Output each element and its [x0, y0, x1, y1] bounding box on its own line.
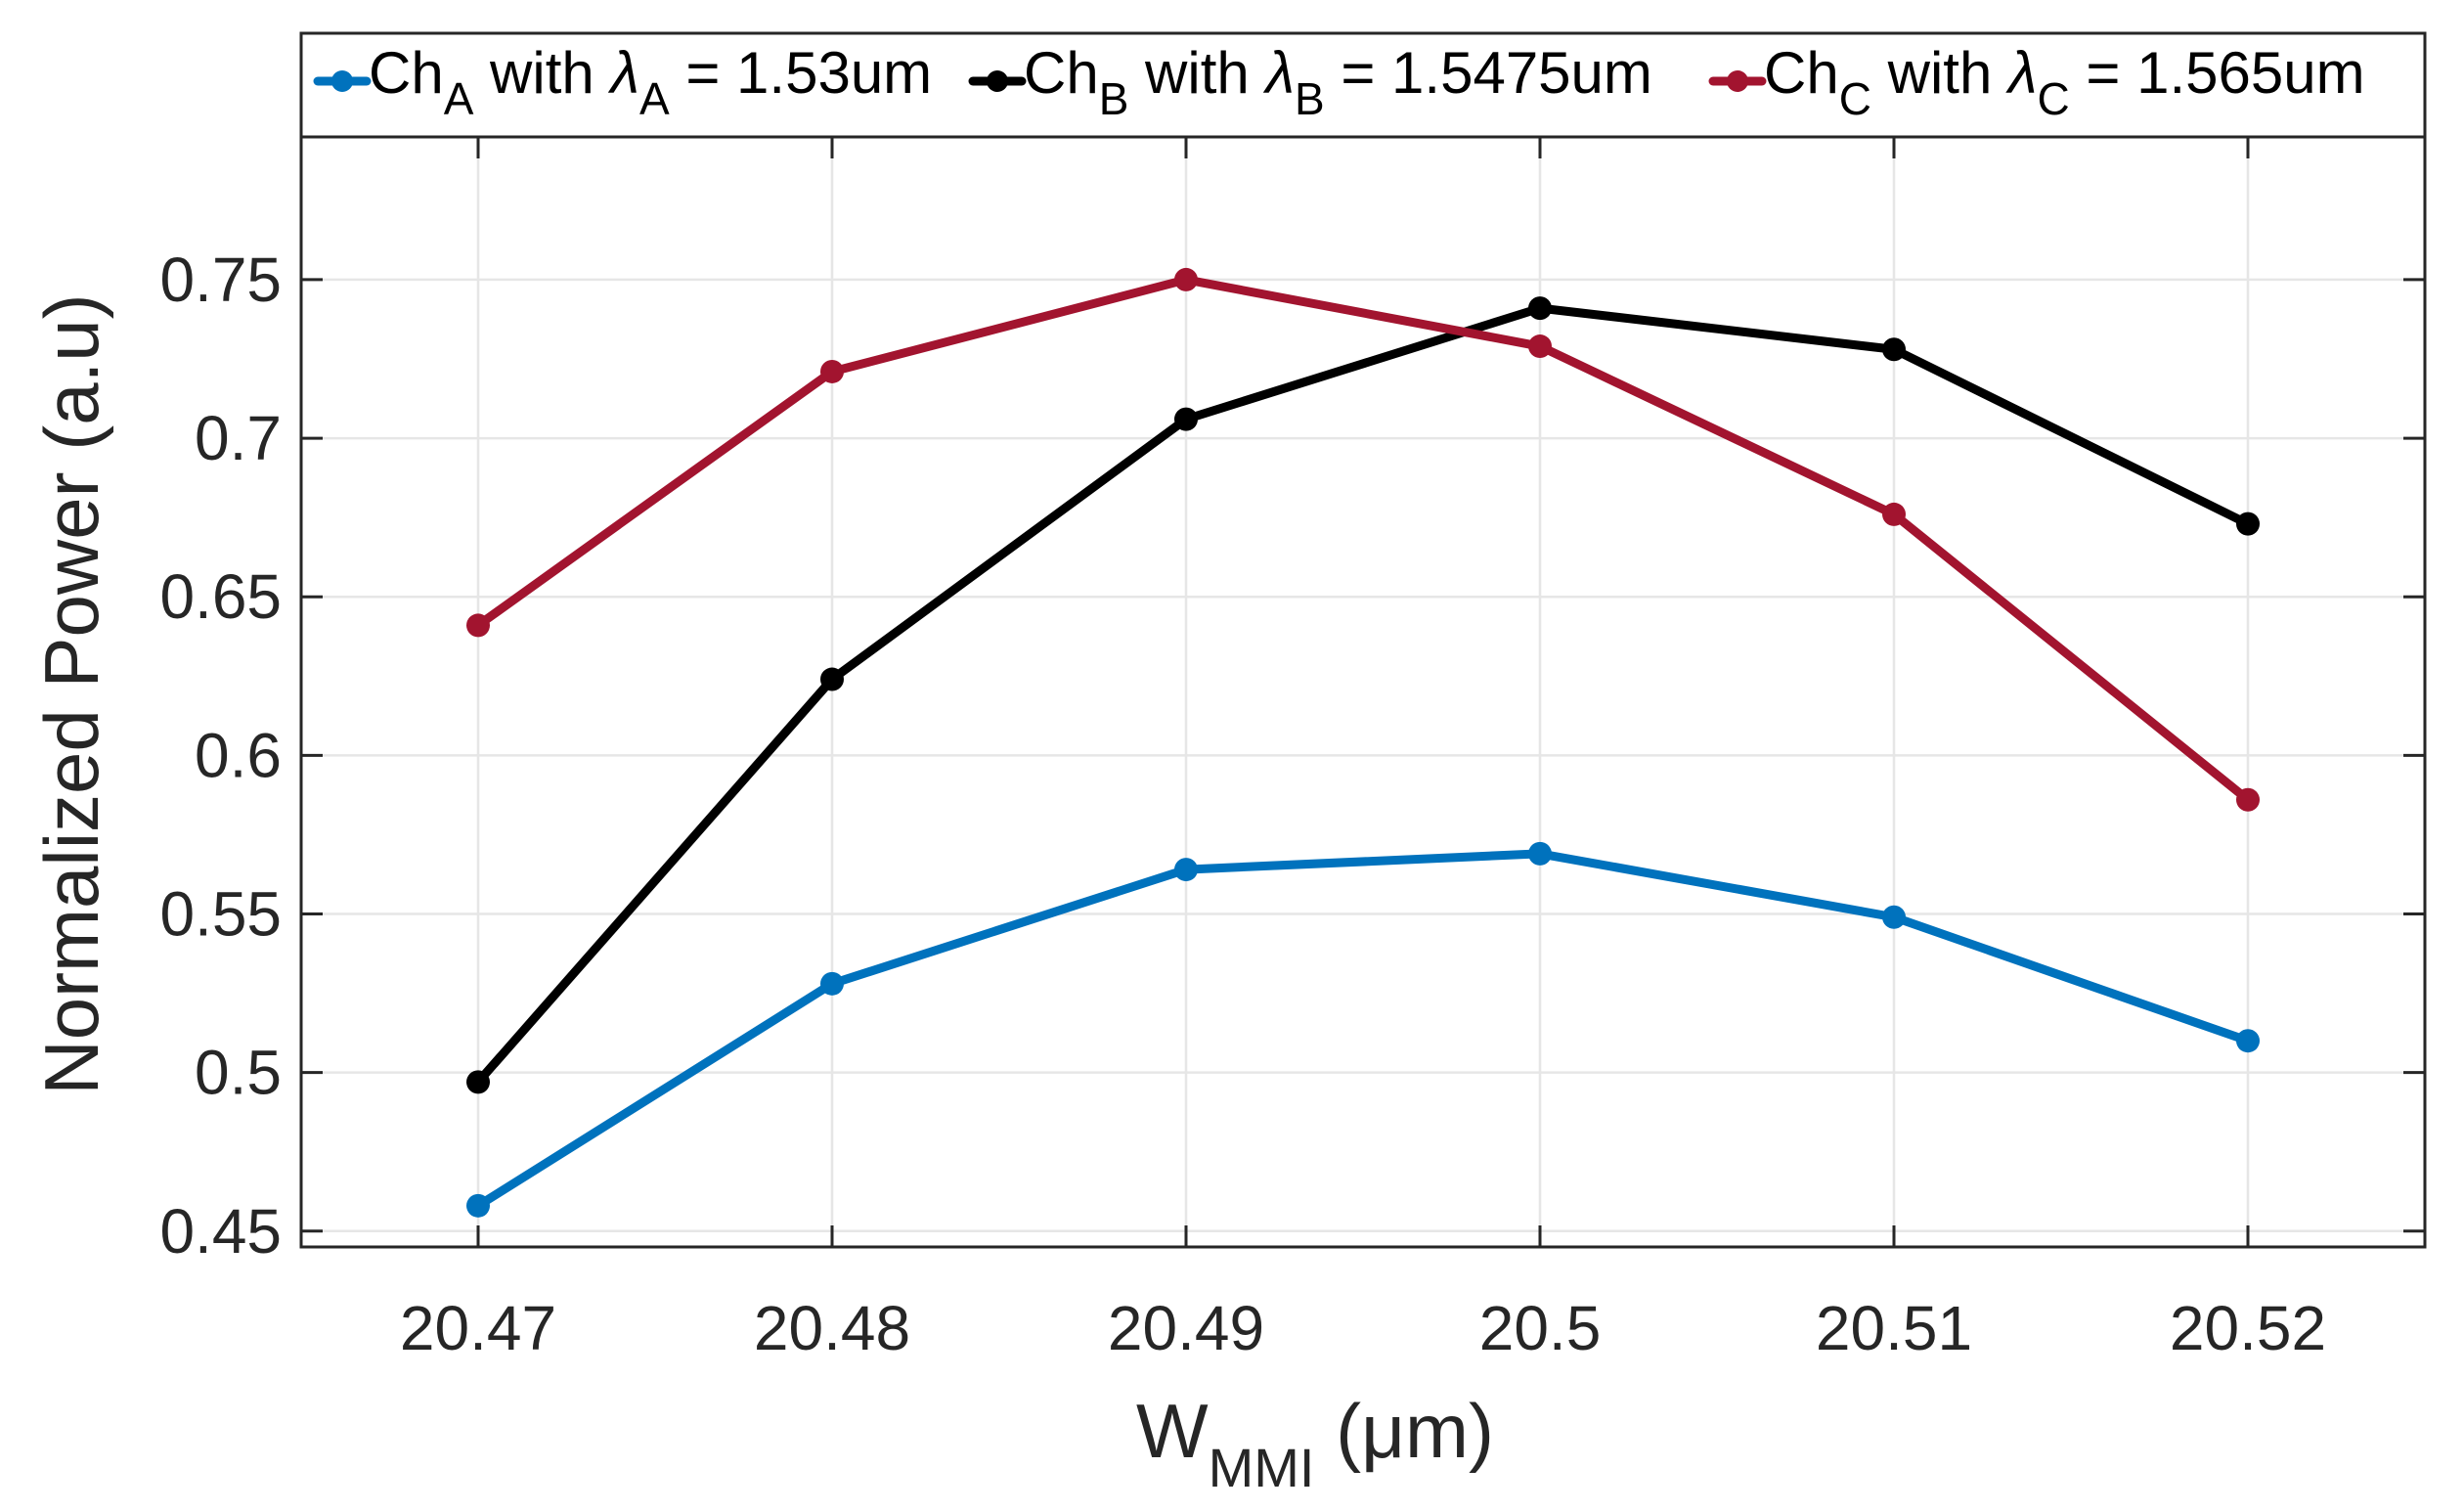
- data-point: [1528, 841, 1552, 866]
- data-point: [820, 667, 844, 691]
- y-tick-label: 0.75: [159, 245, 282, 315]
- series-line: [473, 303, 2253, 1087]
- x-axis-title: WMMI (μm): [1136, 1388, 1494, 1498]
- data-point: [2236, 1029, 2260, 1053]
- legend-marker: [1727, 70, 1748, 92]
- data-point: [1174, 267, 1198, 291]
- data-point: [1174, 858, 1198, 882]
- series-2: [466, 296, 2260, 1094]
- y-tick-labels: 0.45 0.5 0.55 0.6 0.65 0.7 0.75: [159, 245, 282, 1267]
- legend-entry: ChC with λC = 1.565um: [1708, 40, 2365, 124]
- data-point: [2236, 511, 2260, 536]
- data-point: [466, 1070, 490, 1094]
- y-axis-title: Normalized Power (a.u): [28, 293, 114, 1094]
- series-line: [473, 849, 2253, 1211]
- y-tick-label: 0.7: [195, 403, 282, 473]
- data-point: [1174, 407, 1198, 431]
- x-tick-labels: 20.47 20.48 20.49 20.5 20.51 20.52: [400, 1293, 2326, 1363]
- data-point: [1528, 296, 1552, 321]
- data-point: [1882, 905, 1906, 929]
- data-point: [2236, 787, 2260, 812]
- y-tick-label: 0.45: [159, 1196, 282, 1267]
- legend-label: ChC with λC = 1.565um: [1764, 40, 2365, 124]
- legend-marker: [987, 70, 1008, 92]
- grid: [301, 137, 2425, 1247]
- plot-area: [301, 137, 2425, 1247]
- legend-entry: ChA with λA = 1.53um: [313, 40, 932, 124]
- y-tick-label: 0.5: [195, 1038, 282, 1108]
- y-tick-label: 0.55: [159, 879, 282, 950]
- legend-label: ChB with λB = 1.5475um: [1024, 40, 1652, 124]
- series-3: [466, 267, 2260, 812]
- data-point: [466, 613, 490, 638]
- series-group: [466, 267, 2260, 1218]
- legend-entry: ChB with λB = 1.5475um: [968, 40, 1652, 124]
- data-point: [820, 359, 844, 383]
- x-tick-label: 20.51: [1816, 1293, 1972, 1363]
- x-tick-label: 20.49: [1108, 1293, 1264, 1363]
- data-point: [1882, 502, 1906, 526]
- x-tick-label: 20.48: [754, 1293, 910, 1363]
- y-tick-label: 0.65: [159, 561, 282, 632]
- y-tick-label: 0.6: [195, 720, 282, 790]
- legend-marker: [331, 70, 353, 92]
- x-tick-label: 20.5: [1479, 1293, 1602, 1363]
- x-tick-label: 20.47: [400, 1293, 556, 1363]
- legend: ChA with λA = 1.53um ChB with λB = 1.5475…: [299, 31, 2427, 139]
- data-point: [820, 971, 844, 996]
- legend-label: ChA with λA = 1.53um: [369, 40, 932, 124]
- data-point: [466, 1193, 490, 1218]
- data-point: [1528, 334, 1552, 359]
- x-tick-label: 20.52: [2170, 1293, 2326, 1363]
- series-1: [466, 841, 2260, 1218]
- tick-marks: [301, 137, 2425, 1247]
- legend-box: [299, 31, 2427, 139]
- series-line: [473, 275, 2253, 805]
- data-point: [1882, 337, 1906, 362]
